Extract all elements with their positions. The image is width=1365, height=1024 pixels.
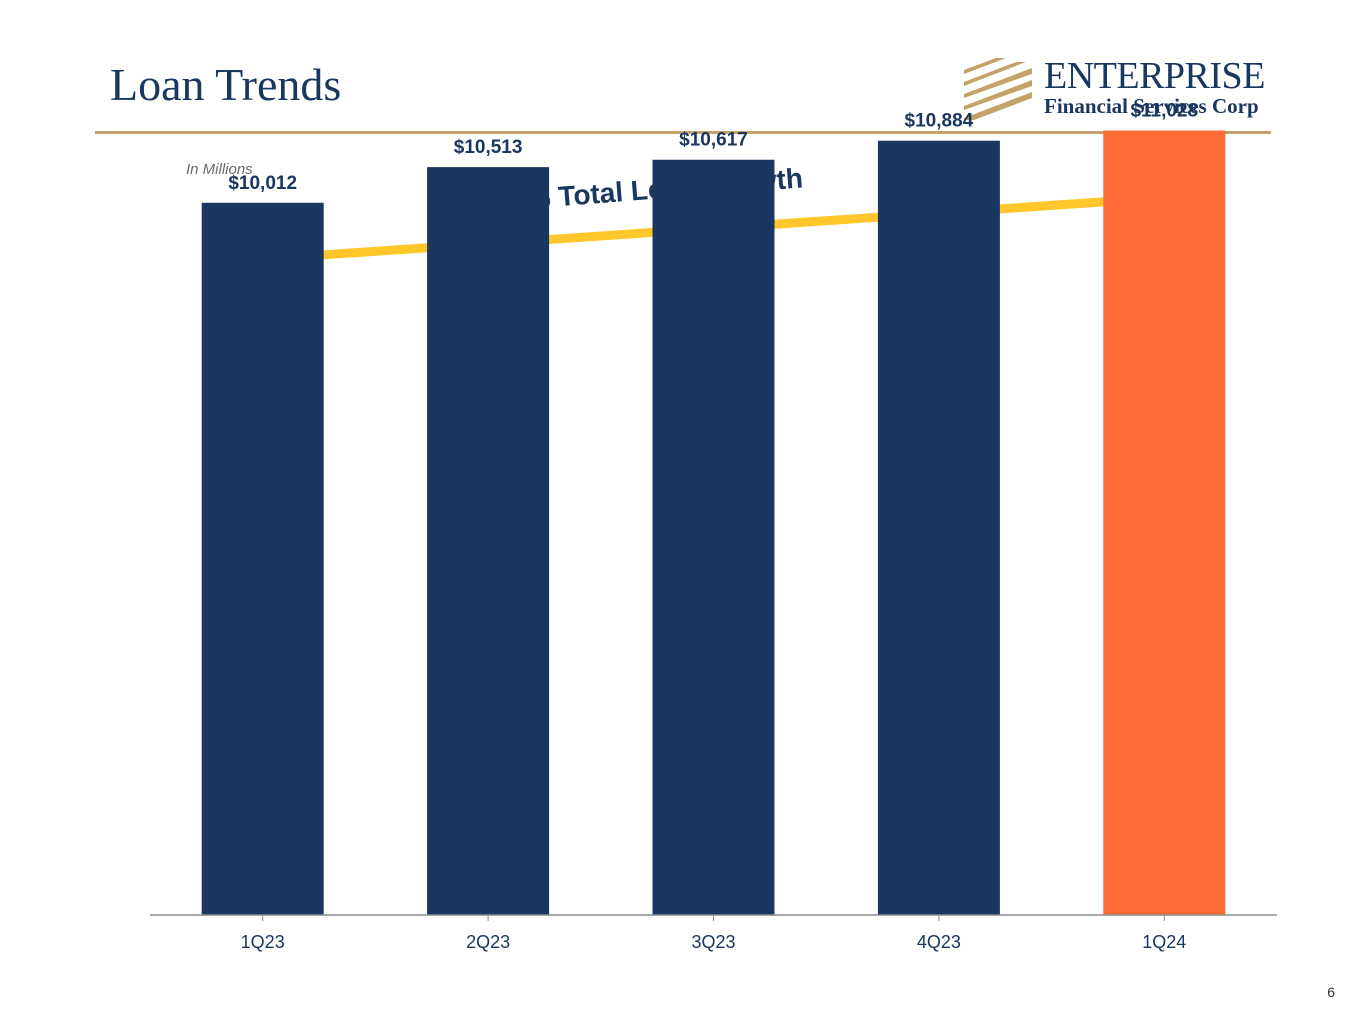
title-divider — [95, 131, 1271, 134]
page-title: Loan Trends — [110, 59, 342, 110]
x-tick-label: 3Q23 — [691, 932, 735, 952]
striped-parallelogram-logo-icon — [964, 58, 1032, 120]
bar-3q23 — [652, 159, 775, 916]
data-label: $10,012 — [228, 173, 297, 194]
company-logo: ENTERPRISE Financial Services Corp — [960, 54, 1272, 124]
data-label: $10,884 — [905, 111, 974, 132]
bar-4q23 — [877, 140, 1000, 916]
bar-1q24 — [1103, 130, 1226, 916]
data-label: $11,028 — [1130, 100, 1198, 121]
x-tick-label: 1Q23 — [241, 932, 285, 952]
x-tick-label: 2Q23 — [466, 932, 510, 952]
data-label: $10,617 — [679, 130, 748, 151]
logo-name: ENTERPRISE — [1044, 55, 1265, 97]
page-number: 6 — [1327, 984, 1335, 1000]
units-note: In Millions — [186, 161, 253, 178]
bar-1q23 — [201, 202, 324, 915]
logo-subtitle: Financial Services Corp — [1044, 94, 1259, 118]
data-label: $10,513 — [454, 137, 523, 158]
x-tick-label: 1Q24 — [1142, 932, 1186, 952]
bar-2q23 — [427, 167, 550, 916]
x-tick-label: 4Q23 — [917, 932, 961, 952]
